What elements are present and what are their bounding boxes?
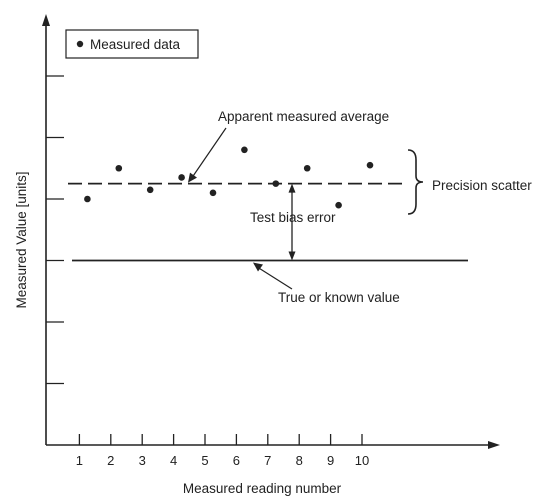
- true-value-leader-arrowhead: [253, 262, 263, 272]
- true-value-leader: [257, 266, 293, 290]
- data-point: [209, 189, 217, 197]
- legend-label: Measured data: [90, 37, 181, 52]
- data-point: [115, 164, 123, 172]
- x-tick-label: 2: [107, 453, 114, 468]
- apparent-average-leader-arrowhead: [188, 172, 197, 183]
- x-tick-label: 5: [201, 453, 208, 468]
- annotation-test-bias: Test bias error: [250, 210, 336, 225]
- x-tick-label: 4: [170, 453, 177, 468]
- data-point: [335, 201, 342, 209]
- precision-scatter-brace: [407, 149, 424, 215]
- legend: Measured data: [65, 29, 199, 59]
- x-tick-label: 10: [355, 453, 369, 468]
- x-tick-label: 3: [139, 453, 146, 468]
- x-axis-title: Measured reading number: [183, 481, 342, 496]
- x-tick-label: 6: [233, 453, 240, 468]
- x-axis-arrowhead: [488, 441, 500, 449]
- annotation-precision-scatter: Precision scatter: [432, 178, 532, 193]
- data-point: [272, 180, 280, 187]
- x-tick-label: 8: [296, 453, 303, 468]
- data-point: [303, 164, 311, 172]
- annotation-apparent-average: Apparent measured average: [218, 109, 389, 124]
- test-bias-arrowhead-top: [288, 183, 296, 193]
- data-point: [366, 161, 374, 169]
- x-tick-label: 1: [76, 453, 83, 468]
- x-tick-label: 9: [327, 453, 334, 468]
- ticks: 1 2 3 4 5 6 7 8 9 10: [46, 75, 369, 468]
- data-point: [241, 146, 248, 154]
- legend-marker: [76, 40, 84, 48]
- axis-titles: Measured reading number Measured Value […: [14, 171, 342, 496]
- data-point: [84, 195, 91, 203]
- annotations: Apparent measured average Test bias erro…: [218, 109, 532, 305]
- x-tick-label: 7: [264, 453, 271, 468]
- data-point: [146, 186, 154, 194]
- data-points: [84, 146, 374, 209]
- reference-lines: [68, 127, 468, 290]
- y-axis-arrowhead: [42, 14, 50, 26]
- apparent-average-leader: [191, 127, 227, 178]
- legend-box: [65, 29, 199, 59]
- annotation-true-value: True or known value: [278, 290, 400, 305]
- test-bias-arrowhead-bottom: [288, 251, 296, 261]
- data-point: [178, 174, 185, 181]
- axes: [42, 14, 500, 449]
- y-axis-title: Measured Value [units]: [14, 171, 29, 308]
